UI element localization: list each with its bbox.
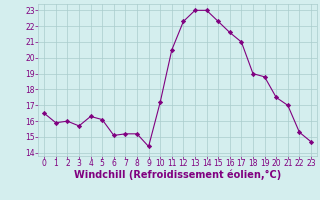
X-axis label: Windchill (Refroidissement éolien,°C): Windchill (Refroidissement éolien,°C) bbox=[74, 170, 281, 180]
